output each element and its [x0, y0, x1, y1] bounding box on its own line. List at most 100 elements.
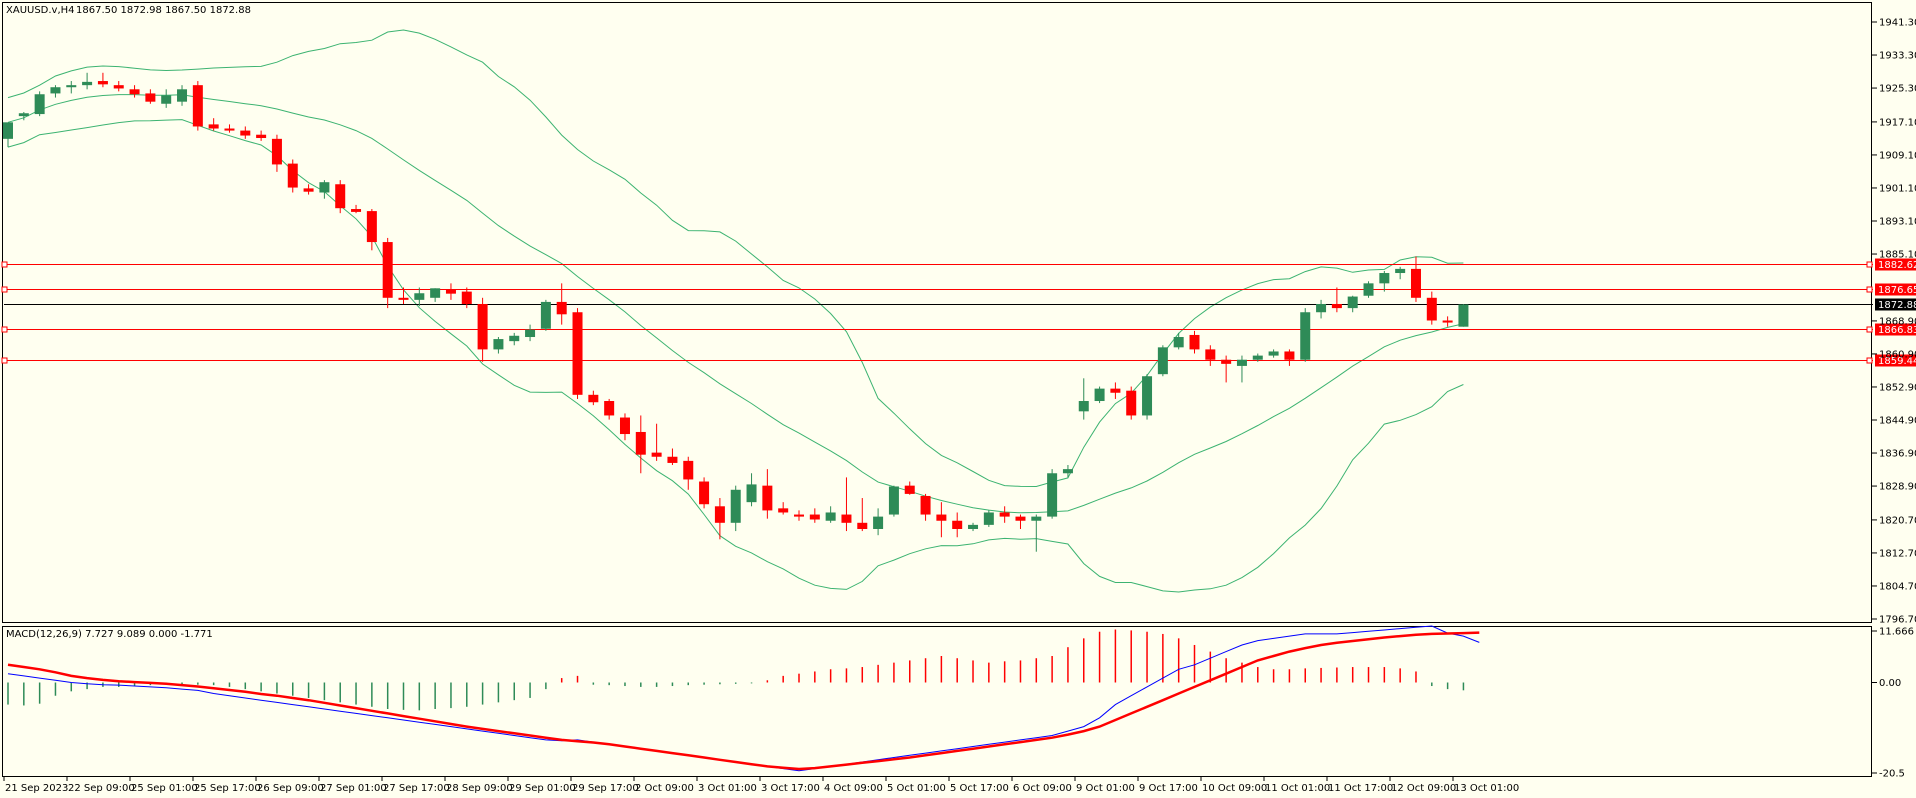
level-price-tag [1875, 354, 1916, 367]
price-tick-label: 1836.90 [1879, 449, 1916, 460]
price-tick-label: 1860.90 [1879, 349, 1916, 360]
bear-candle [1110, 388, 1121, 393]
bear-candle [651, 452, 662, 457]
price-tick-label: 1820.70 [1879, 515, 1916, 526]
bear-candle [920, 495, 931, 515]
bear-candle [1205, 349, 1216, 360]
bear-candle [635, 431, 646, 455]
price-tick-label: 1804.70 [1879, 581, 1916, 592]
bull-candle [66, 85, 77, 88]
bear-candle [841, 514, 852, 523]
macd-tick-label: -20.5 [1879, 769, 1905, 780]
bollinger-middle [7, 94, 1464, 514]
price-tick-label: 1933.30 [1879, 51, 1916, 62]
bear-candle [256, 134, 267, 139]
current-price-label: 1872.88 [1878, 300, 1916, 311]
bear-candle [224, 128, 235, 131]
bull-candle [968, 524, 979, 529]
macd-panel[interactable] [2, 626, 1872, 777]
level-left-handle [1, 286, 8, 293]
time-tick-label: 27 Sep 01:00 [320, 783, 387, 794]
bear-candle [1331, 303, 1342, 309]
bear-candle [714, 506, 725, 523]
price-panel[interactable] [2, 2, 1872, 623]
bull-candle [1316, 303, 1327, 313]
bear-candle [1442, 320, 1453, 323]
bull-candle [825, 512, 836, 521]
bull-candle [1395, 268, 1406, 274]
bear-candle [271, 138, 282, 165]
bull-candle [983, 512, 994, 525]
bull-candle [177, 89, 188, 102]
bull-candle [50, 87, 61, 94]
bull-candle [1031, 516, 1042, 521]
time-tick-label: 13 Oct 01:00 [1454, 783, 1519, 794]
horizontal-levels[interactable]: 1882.62 1876.65 1866.83 1859.44 1872.88 [1, 258, 1916, 368]
bear-candle [778, 508, 789, 513]
bear-candle [351, 209, 362, 212]
price-tick-label: 1852.90 [1879, 382, 1916, 393]
bull-candle [493, 339, 504, 350]
bull-candle [161, 95, 172, 104]
level-right-handle [1866, 286, 1873, 293]
bull-candle [1300, 312, 1311, 360]
bear-candle [97, 81, 108, 85]
bear-candle [335, 184, 346, 209]
time-tick-label: 4 Oct 09:00 [824, 783, 883, 794]
time-tick-label: 6 Oct 09:00 [1013, 783, 1072, 794]
time-tick-label: 9 Oct 01:00 [1076, 783, 1135, 794]
time-tick-label: 29 Sep 17:00 [572, 783, 639, 794]
bull-candle [1236, 359, 1247, 366]
bear-candle [461, 291, 472, 304]
bear-candle [556, 301, 567, 315]
bear-candle [952, 520, 963, 529]
bear-candle [240, 130, 251, 136]
bull-candle [525, 329, 536, 338]
time-tick-label: 3 Oct 17:00 [761, 783, 820, 794]
price-tick-label: 1885.10 [1879, 250, 1916, 261]
bull-candle [509, 335, 520, 342]
bear-candle [762, 485, 773, 511]
level-right-handle [1866, 261, 1873, 268]
time-tick-label: 22 Sep 09:00 [68, 783, 135, 794]
bear-candle [192, 85, 203, 127]
bear-candle [904, 485, 915, 494]
bull-candle [1363, 283, 1374, 296]
time-tick-label: 28 Sep 09:00 [446, 783, 513, 794]
level-price-label: 1866.83 [1878, 325, 1916, 336]
time-tick-label: 12 Oct 09:00 [1391, 783, 1456, 794]
price-tick-label: 1868.90 [1879, 316, 1916, 327]
macd-tick-label: 11.666 [1879, 627, 1914, 638]
bear-candle [619, 417, 630, 435]
bull-candle [430, 288, 441, 298]
bull-candle [540, 301, 551, 329]
bull-candle [1047, 473, 1058, 517]
candlesticks [3, 72, 1469, 552]
bull-candle [1379, 273, 1390, 284]
level-right-handle [1866, 326, 1873, 333]
time-tick-label: 11 Oct 01:00 [1265, 783, 1330, 794]
level-price-tag [1875, 323, 1916, 336]
level-price-label: 1876.65 [1878, 285, 1916, 296]
price-axis: 1941.30 1933.30 1925.30 1917.10 1909.10 1901.… [1872, 18, 1916, 626]
bull-candle [18, 113, 29, 117]
bull-candle [1458, 304, 1469, 327]
bear-candle [1410, 268, 1421, 298]
bull-candle [34, 94, 45, 115]
bull-candle [1347, 296, 1358, 309]
time-tick-label: 27 Sep 17:00 [383, 783, 450, 794]
bull-candle [1094, 388, 1105, 402]
bull-candle [1157, 347, 1168, 375]
bear-candle [1426, 297, 1437, 321]
time-tick-label: 10 Oct 09:00 [1202, 783, 1267, 794]
current-price-tag [1875, 298, 1916, 311]
bull-candle [1252, 355, 1263, 360]
time-tick-label: 9 Oct 17:00 [1139, 783, 1198, 794]
bear-candle [1015, 516, 1026, 521]
bull-candle [730, 489, 741, 523]
price-tick-label: 1828.90 [1879, 482, 1916, 493]
bear-candle [303, 188, 314, 192]
